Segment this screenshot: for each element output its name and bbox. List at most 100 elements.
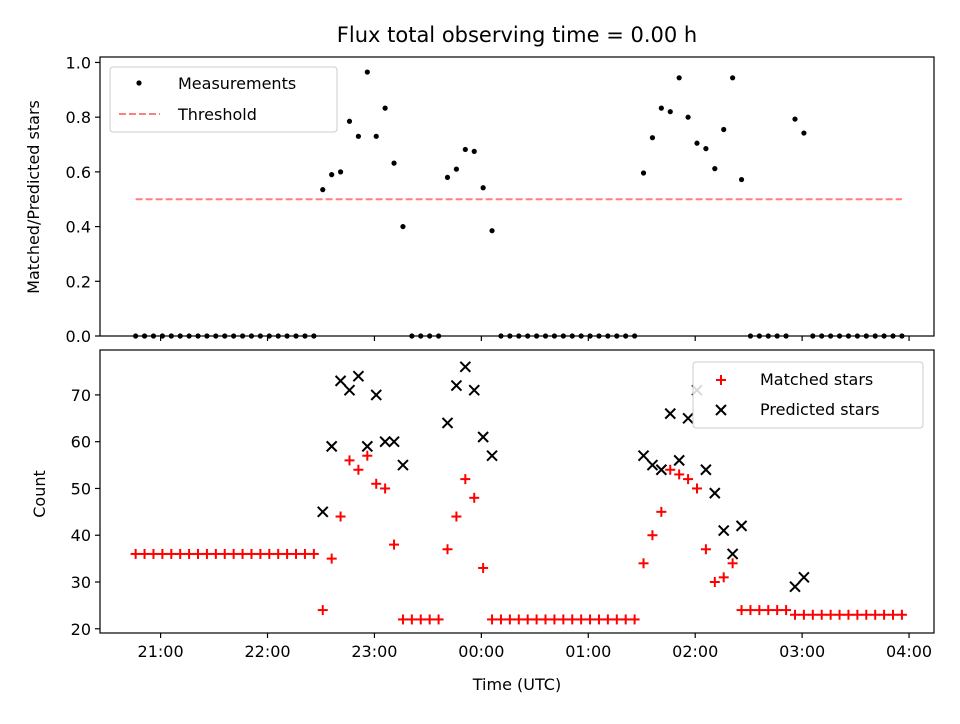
x-tick-label: 21:00 [138, 642, 184, 661]
legend-threshold-label: Threshold [177, 105, 257, 124]
bottom-y-tick-label: 40 [71, 526, 91, 545]
matched-star-point [522, 614, 533, 625]
matched-star-point [620, 614, 631, 625]
matched-star-point [665, 464, 676, 475]
predicted-star-point [325, 440, 338, 453]
measurement-point [703, 146, 709, 152]
matched-star-point [344, 455, 355, 466]
predicted-star-point [334, 375, 347, 387]
matched-star-point [549, 614, 560, 625]
legend-predicted-marker [715, 404, 727, 416]
measurement-point [489, 228, 495, 234]
x-axis-label: Time (UTC) [472, 675, 561, 694]
matched-star-point [148, 548, 159, 559]
measurement-point [471, 148, 477, 154]
matched-star-point [157, 548, 168, 559]
top-plot-area: 0.0 0.2 0.4 0.6 0.8 1.0 [66, 53, 910, 346]
matched-star-point [593, 614, 604, 625]
matched-star-point [273, 548, 284, 559]
matched-star-point [442, 544, 453, 555]
measurement-point [658, 105, 664, 111]
measurement-point [320, 187, 326, 193]
matched-star-point [745, 605, 756, 616]
x-tick-label: 03:00 [779, 642, 825, 661]
matched-star-point [389, 539, 400, 550]
matched-star-point [246, 548, 257, 559]
measurement-point [667, 109, 673, 115]
matched-star-point [175, 548, 186, 559]
matched-star-point [451, 511, 462, 522]
matched-star-point [647, 530, 658, 541]
matched-star-point [380, 483, 391, 494]
predicted-star-point [317, 506, 329, 518]
bottom-y-tick-label: 20 [71, 620, 91, 639]
predicted-star-point [646, 459, 659, 471]
matched-star-point [415, 614, 426, 625]
predicted-star-point [459, 361, 472, 373]
predicted-star-point [388, 435, 400, 448]
measurement-point [337, 169, 344, 175]
measurement-point [373, 133, 379, 139]
matched-star-point [504, 614, 515, 625]
x-tick-label: 22:00 [244, 642, 290, 661]
matched-star-point [353, 464, 364, 475]
measurement-point [801, 130, 807, 136]
predicted-star-point [468, 384, 480, 396]
predicted-star-point [709, 487, 721, 499]
top-legend: Measurements Threshold [109, 66, 338, 133]
matched-star-point [834, 609, 845, 620]
matched-star-point [896, 609, 907, 620]
predicted-star-point [397, 459, 409, 471]
measurement-point [730, 75, 736, 81]
predicted-star-point [664, 407, 676, 420]
top-y-tick-label: 0.6 [66, 163, 91, 182]
matched-star-point [282, 548, 293, 559]
x-tick-label: 04:00 [886, 642, 932, 661]
measurement-point [676, 75, 682, 81]
matched-star-point [772, 605, 783, 616]
legend-measurements-marker [136, 80, 142, 86]
matched-star-point [184, 548, 195, 559]
matched-star-point [763, 605, 774, 616]
measurement-point [738, 176, 745, 183]
legend-matched-label: Matched stars [760, 370, 873, 389]
matched-star-point [299, 548, 310, 559]
matched-star-point [424, 614, 435, 625]
matched-star-point [193, 548, 204, 559]
matched-star-point [495, 614, 506, 625]
matched-star-point [585, 614, 596, 625]
measurement-point [712, 166, 718, 172]
x-tick-label: 23:00 [351, 642, 397, 661]
matched-star-point [709, 577, 720, 588]
matched-star-point [406, 614, 417, 625]
bottom-legend-box [692, 361, 924, 429]
measurement-point [382, 105, 388, 111]
top-panel: Matched/Predicted stars 0.0 0.2 0.4 0.6 0.8 1… [24, 53, 935, 346]
matched-star-point [335, 511, 346, 522]
top-y-tick-label: 0.8 [66, 108, 91, 127]
matched-star-point [478, 562, 489, 573]
bottom-axes-frame [99, 349, 935, 634]
top-axes-frame [99, 56, 935, 337]
matched-star-point [371, 478, 382, 489]
predicted-star-point [441, 417, 454, 429]
bottom-plot-area: 20 30 40 50 60 70 21:00 22:00 23:00 00:00 01:00 02:… [71, 361, 932, 661]
matched-star-point [790, 609, 800, 620]
x-tick-label: 01:00 [565, 642, 611, 661]
matched-star-point [317, 605, 328, 616]
top-y-tick-label: 1.0 [66, 53, 91, 72]
bottom-y-axis-label: Count [30, 470, 49, 518]
matched-star-point [433, 614, 444, 625]
measurement-point [355, 133, 361, 139]
matched-star-point [130, 548, 141, 559]
measurement-point [721, 126, 727, 133]
predicted-star-point [789, 580, 801, 593]
predicted-star-point [682, 412, 694, 425]
matched-star-point [362, 450, 373, 461]
predicted-star-point [637, 450, 650, 462]
bottom-legend: Matched stars Predicted stars [692, 361, 924, 429]
matched-star-point [469, 492, 480, 503]
predicted-star-point [477, 431, 489, 443]
